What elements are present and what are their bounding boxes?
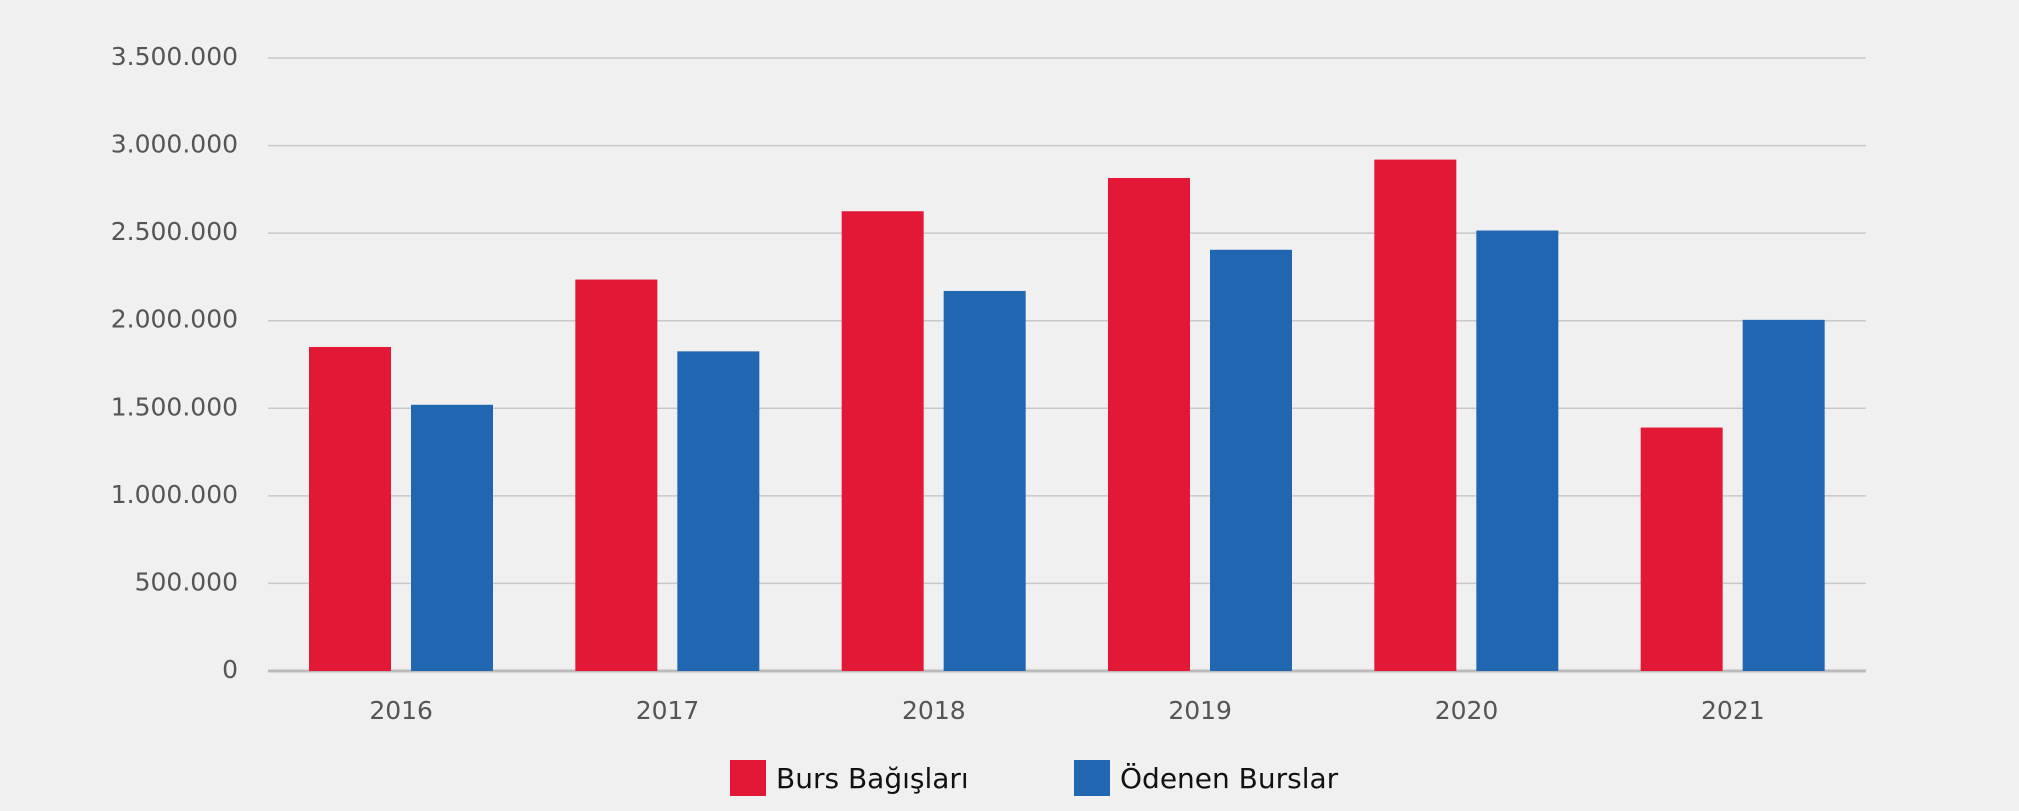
bar: [841, 211, 924, 671]
x-tick-label: 2016: [369, 696, 433, 725]
legend-swatch: [1074, 760, 1110, 796]
x-tick-label: 2021: [1701, 696, 1765, 725]
bar: [1374, 159, 1457, 671]
y-tick-label: 0: [222, 655, 238, 684]
bar: [309, 346, 391, 671]
bar: [943, 290, 1026, 671]
y-tick-label: 3.000.000: [111, 130, 238, 159]
y-tick-label: 500.000: [135, 567, 238, 596]
y-tick-label: 2.500.000: [111, 217, 238, 246]
bar: [1640, 427, 1723, 671]
y-tick-label: 3.500.000: [111, 42, 238, 71]
bar: [1476, 230, 1559, 671]
bar: [1742, 319, 1825, 671]
legend-label: Burs Bağışları: [776, 762, 969, 795]
bar: [575, 279, 658, 671]
x-tick-label: 2018: [902, 696, 966, 725]
y-tick-label: 1.500.000: [111, 392, 238, 421]
bar: [411, 404, 493, 671]
y-tick-label: 2.000.000: [111, 305, 238, 334]
y-tick-label: 1.000.000: [111, 480, 238, 509]
legend-label: Ödenen Burslar: [1120, 761, 1339, 795]
x-tick-label: 2017: [636, 696, 700, 725]
x-tick-label: 2019: [1168, 696, 1232, 725]
bar: [1210, 249, 1292, 671]
legend-swatch: [730, 760, 766, 796]
bar: [1108, 177, 1190, 672]
x-tick-label: 2020: [1435, 696, 1499, 725]
bar: [677, 351, 760, 671]
